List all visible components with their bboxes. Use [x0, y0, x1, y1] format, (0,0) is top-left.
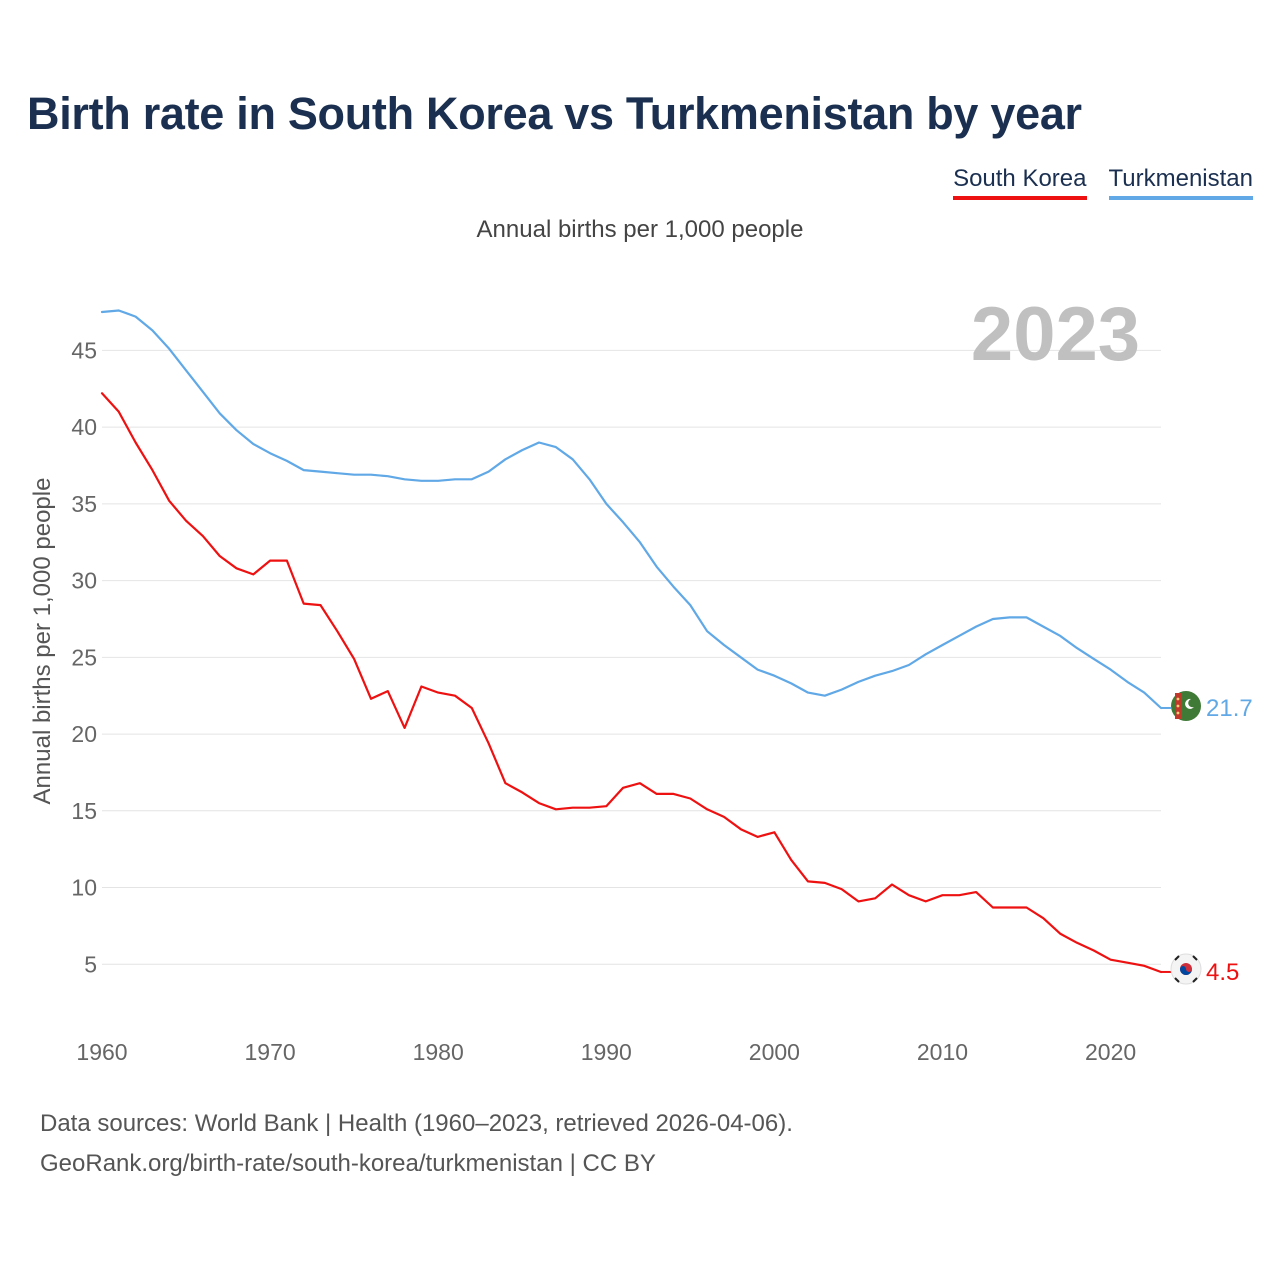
end-markers: [1170, 691, 1202, 985]
x-tick-label: 1990: [581, 1039, 632, 1065]
legend-item-south-korea[interactable]: South Korea: [953, 164, 1087, 200]
end-value-label-turkmenistan: 21.7: [1206, 695, 1253, 722]
year-label: 2023: [971, 292, 1140, 377]
y-tick-label: 15: [71, 798, 97, 824]
legend: South Korea Turkmenistan: [953, 164, 1253, 200]
y-axis-label: Annual births per 1,000 people: [29, 478, 56, 805]
footer-link-line[interactable]: GeoRank.org/birth-rate/south-korea/turkm…: [40, 1150, 656, 1177]
x-tick-label: 2000: [749, 1039, 800, 1065]
y-tick-label: 20: [71, 721, 97, 747]
x-tick-label: 1960: [76, 1039, 127, 1065]
series-line-south-korea[interactable]: [100, 392, 1163, 974]
south-korea-flag-icon: [1170, 953, 1202, 985]
y-tick-label: 30: [71, 568, 97, 594]
turkmenistan-flag-icon: [1171, 691, 1201, 721]
footer-source-line: Data sources: World Bank | Health (1960–…: [40, 1110, 793, 1137]
end-value-label-south-korea: 4.5: [1206, 959, 1239, 986]
y-tick-label: 40: [71, 414, 97, 440]
grid-lines: [102, 349, 1161, 965]
y-tick-label: 10: [71, 875, 97, 901]
y-tick-label: 35: [71, 491, 97, 517]
y-tick-label: 25: [71, 644, 97, 670]
y-tick-label: 45: [71, 337, 97, 363]
footer-sources: Data sources: World Bank | Health (1960–…: [40, 1104, 793, 1184]
x-tick-label: 1970: [245, 1039, 296, 1065]
x-tick-label: 1980: [413, 1039, 464, 1065]
line-chart: 5 10 15 20 25 30 35 40 45 1960 1970 1980 1990 2000 20…: [29, 292, 1253, 1065]
x-tick-label: 2010: [917, 1039, 968, 1065]
x-axis-ticks: 1960 1970 1980 1990 2000 2010 2020: [76, 1039, 1136, 1065]
x-tick-label: 2020: [1085, 1039, 1136, 1065]
series-line-turkmenistan[interactable]: [100, 309, 1163, 710]
chart-subtitle: Annual births per 1,000 people: [476, 216, 804, 243]
y-tick-label: 5: [84, 951, 97, 977]
chart-title: Birth rate in South Korea vs Turkmenista…: [27, 88, 1082, 139]
y-axis-ticks: 5 10 15 20 25 30 35 40 45: [71, 337, 97, 977]
series-lines: 4.5 21.7: [100, 309, 1253, 986]
legend-item-turkmenistan[interactable]: Turkmenistan: [1108, 164, 1253, 200]
